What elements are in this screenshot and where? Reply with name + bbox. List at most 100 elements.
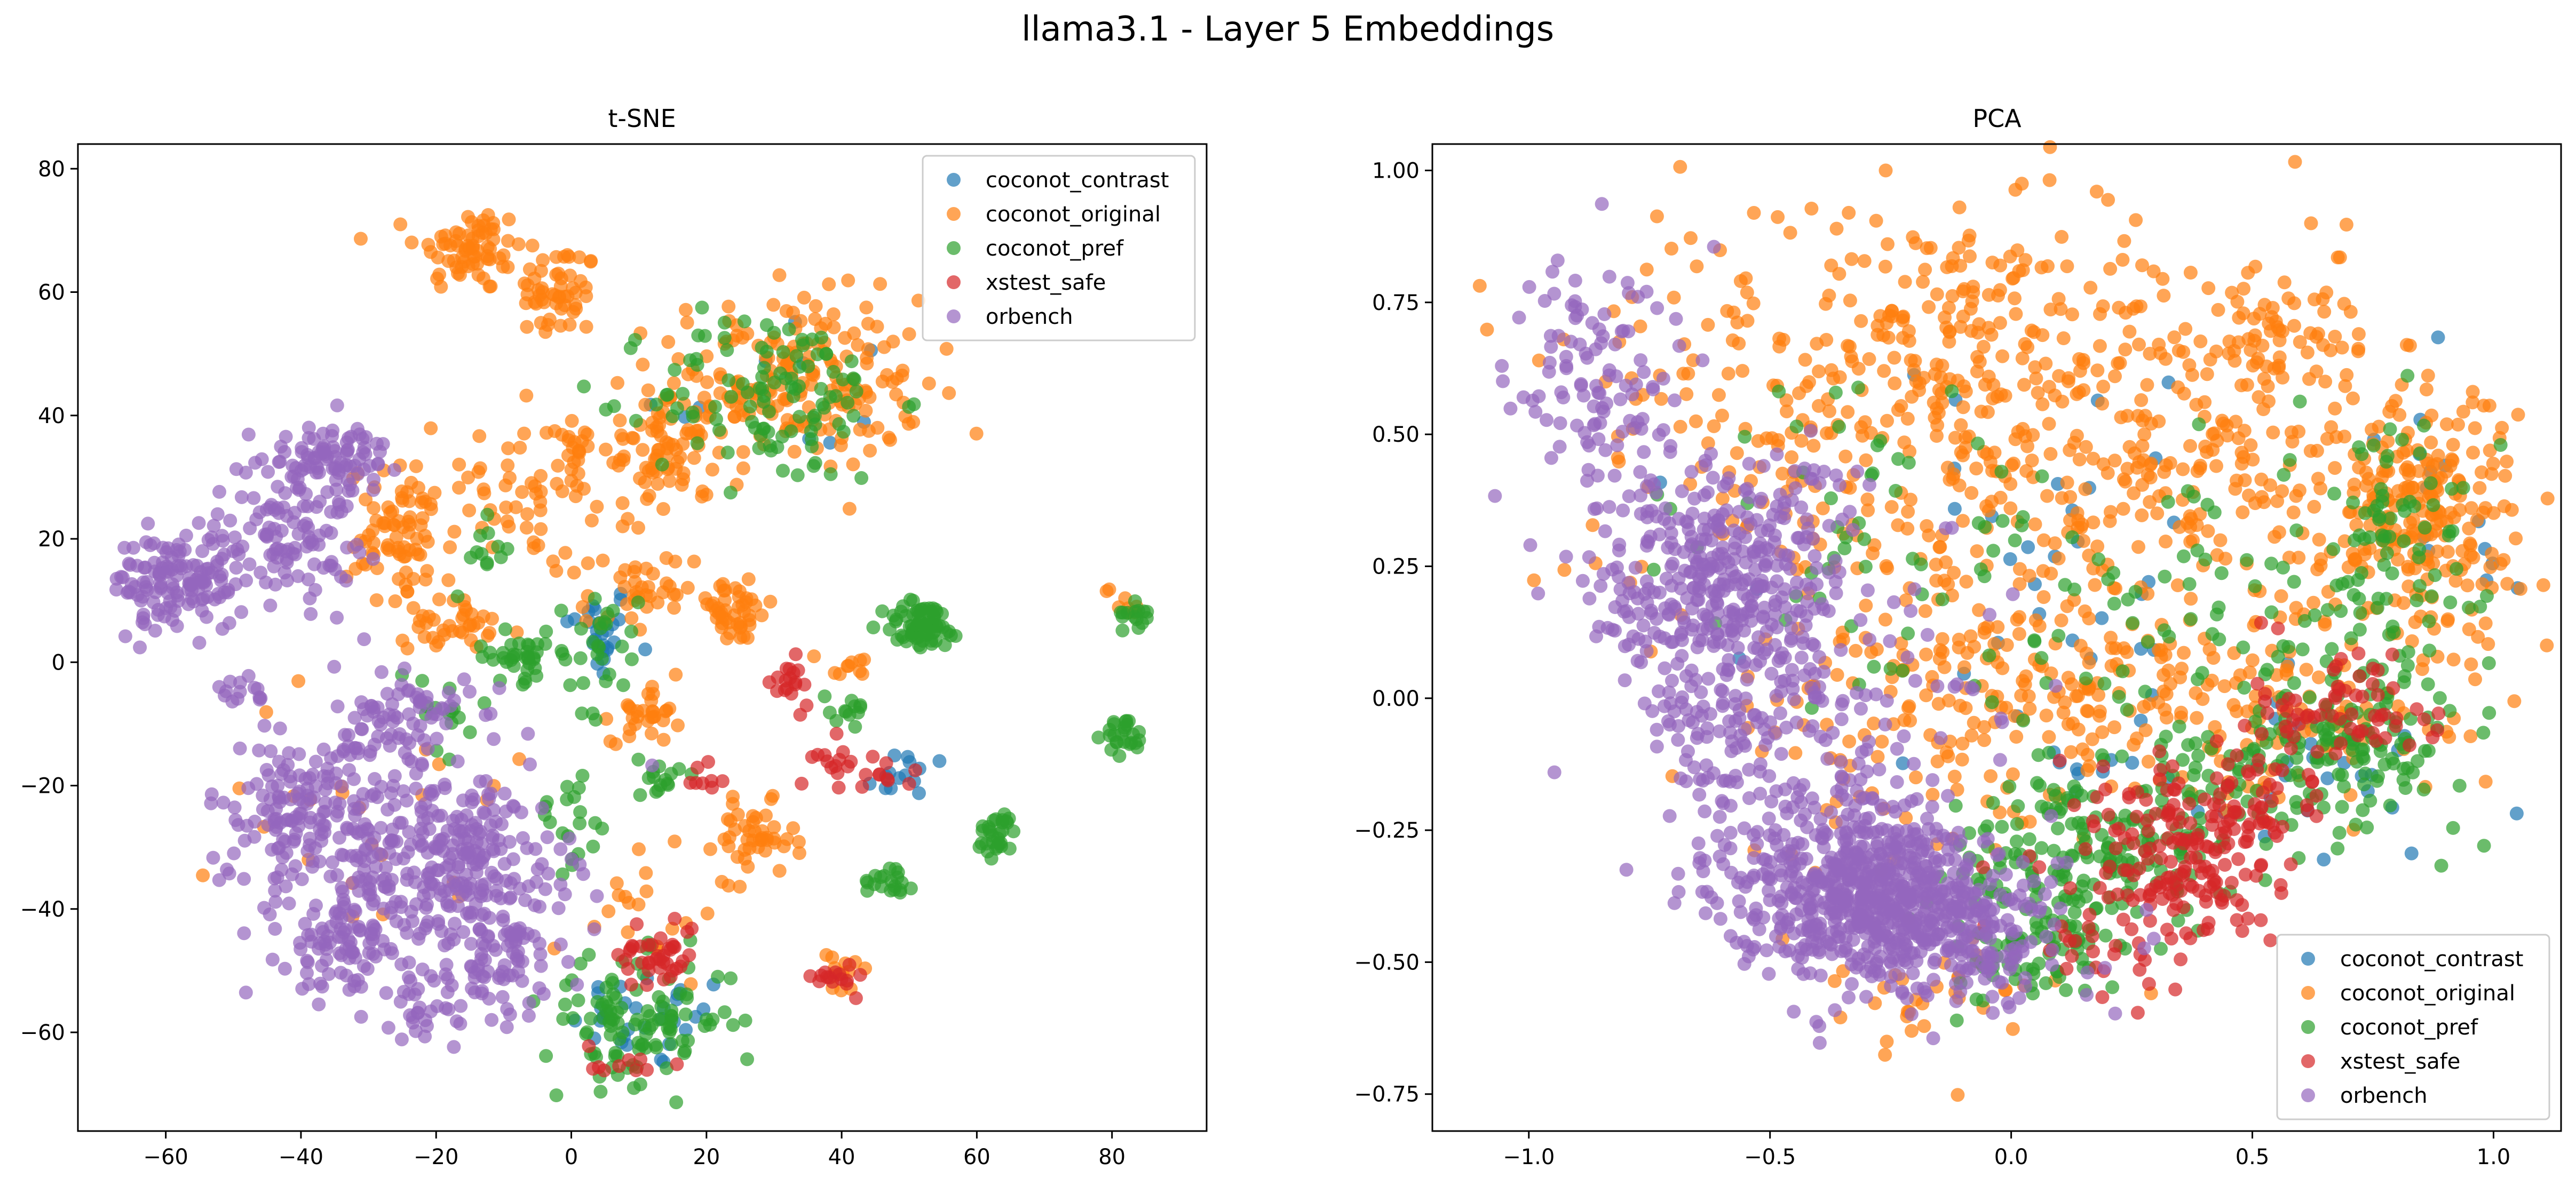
pca-point-coconot_original [1838, 450, 1852, 464]
tsne-point-orbench [528, 898, 542, 912]
tsne-point-coconot_original [502, 212, 516, 226]
pca-point-coconot_original [1942, 301, 1956, 315]
tsne-point-orbench [247, 491, 260, 505]
pca-point-coconot_pref [2401, 645, 2415, 659]
tsne-legend-marker-coconot_pref [947, 241, 961, 255]
tsne-point-orbench [487, 732, 501, 746]
pca-point-coconot_pref [2159, 730, 2173, 744]
pca-point-coconot_original [2462, 522, 2476, 536]
pca-point-coconot_pref [2141, 635, 2155, 649]
tsne-point-orbench [334, 966, 348, 980]
pca-point-coconot_original [1956, 400, 1970, 414]
tsne-point-coconot_original [551, 459, 565, 473]
tsne-point-coconot_pref [846, 409, 860, 423]
pca-point-coconot_original [1896, 314, 1910, 328]
tsne-point-orbench [309, 755, 323, 769]
pca-point-coconot_pref [2358, 506, 2372, 520]
tsne-point-orbench [313, 823, 327, 837]
tsne-point-coconot_pref [874, 870, 887, 884]
tsne-point-orbench [570, 978, 584, 992]
pca-point-coconot_pref [1902, 456, 1916, 469]
tsne-point-orbench [237, 872, 251, 886]
tsne-point-orbench [289, 859, 303, 873]
tsne-point-coconot_original [534, 504, 548, 518]
tsne-point-orbench [170, 619, 184, 633]
tsne-point-orbench [273, 721, 287, 735]
tsne-point-xstest_safe [849, 991, 863, 1005]
tsne-point-coconot_pref [721, 445, 735, 459]
pca-point-coconot_original [2209, 459, 2223, 473]
pca-point-coconot_original [2222, 347, 2236, 361]
pca-point-xstest_safe [2133, 888, 2147, 902]
pca-point-coconot_original [1984, 455, 1998, 469]
tsne-point-orbench [199, 578, 213, 592]
tsne-point-orbench [413, 695, 427, 709]
tsne-point-coconot_pref [724, 485, 738, 499]
tsne-point-xstest_safe [682, 948, 696, 962]
pca-point-coconot_original [2455, 544, 2469, 558]
pca-point-coconot_original [2010, 613, 2024, 627]
tsne-point-coconot_pref [516, 678, 530, 691]
pca-point-coconot_pref [2355, 566, 2368, 580]
tsne-point-orbench [447, 1040, 461, 1054]
tsne-point-coconot_pref [866, 620, 880, 634]
tsne-point-orbench [313, 977, 327, 991]
tsne-point-orbench [386, 714, 400, 728]
pca-point-coconot_original [2312, 533, 2326, 547]
tsne-point-coconot_original [578, 426, 592, 440]
tsne-point-coconot_pref [754, 428, 768, 442]
tsne-point-coconot_original [628, 560, 642, 574]
pca-point-xstest_safe [2083, 908, 2097, 921]
pca-point-coconot_original [2040, 709, 2054, 722]
pca-point-xstest_safe [2086, 814, 2100, 828]
pca-point-coconot_original [1972, 317, 1986, 331]
pca-point-coconot_pref [2261, 663, 2274, 676]
pca-point-coconot_pref [2352, 592, 2366, 606]
tsne-point-orbench [437, 702, 450, 716]
tsne-point-coconot_pref [615, 640, 629, 654]
pca-point-coconot_original [1822, 289, 1836, 303]
tsne-point-coconot_original [580, 320, 593, 334]
tsne-point-coconot_pref [629, 414, 643, 428]
tsne-point-orbench [454, 999, 467, 1013]
tsne-point-coconot_original [713, 579, 727, 593]
tsne-point-xstest_safe [902, 777, 916, 791]
pca-point-coconot_pref [2333, 826, 2347, 840]
pca-point-coconot_pref [2477, 839, 2491, 853]
tsne-point-xstest_safe [788, 678, 802, 691]
pca-point-coconot_pref [2422, 643, 2436, 657]
tsne-point-coconot_original [660, 551, 673, 565]
tsne-point-coconot_original [585, 514, 599, 528]
tsne-point-coconot_original [477, 487, 491, 500]
tsne-point-orbench [307, 791, 321, 805]
pca-point-coconot_pref [2016, 714, 2030, 728]
pca-point-coconot_pref [1994, 465, 2008, 479]
pca-point-coconot_pref [2403, 495, 2417, 508]
tsne-point-orbench [267, 560, 281, 574]
tsne-point-orbench [217, 795, 231, 809]
tsne-point-orbench [394, 678, 408, 692]
pca-point-coconot_pref [2317, 722, 2331, 736]
tsne-point-orbench [324, 526, 338, 540]
pca-point-coconot_original [2483, 399, 2496, 412]
pca-point-xstest_safe [2067, 798, 2081, 812]
pca-point-coconot_pref [2383, 423, 2397, 436]
pca-point-coconot_pref [2099, 929, 2113, 943]
tsne-point-orbench [171, 588, 185, 602]
pca-point-coconot_original [1734, 274, 1748, 288]
tsne-point-coconot_pref [722, 373, 735, 387]
tsne-point-coconot_original [422, 238, 435, 252]
tsne-point-coconot_pref [760, 318, 774, 332]
pca-point-xstest_safe [2167, 798, 2181, 812]
pca-point-coconot_original [2029, 614, 2043, 627]
tsne-y-tick-label: 80 [38, 157, 65, 181]
pca-point-coconot_original [2063, 443, 2076, 457]
tsne-x-tick-label: −20 [414, 1145, 458, 1169]
pca-point-xstest_safe [2183, 932, 2197, 945]
tsne-point-orbench [211, 507, 225, 521]
pca-point-coconot_original [1995, 662, 2009, 675]
pca-point-coconot_original [1982, 504, 1996, 518]
pca-point-coconot_pref [2397, 534, 2411, 548]
tsne-point-orbench [453, 1017, 467, 1031]
pca-point-coconot_contrast [2003, 552, 2017, 566]
